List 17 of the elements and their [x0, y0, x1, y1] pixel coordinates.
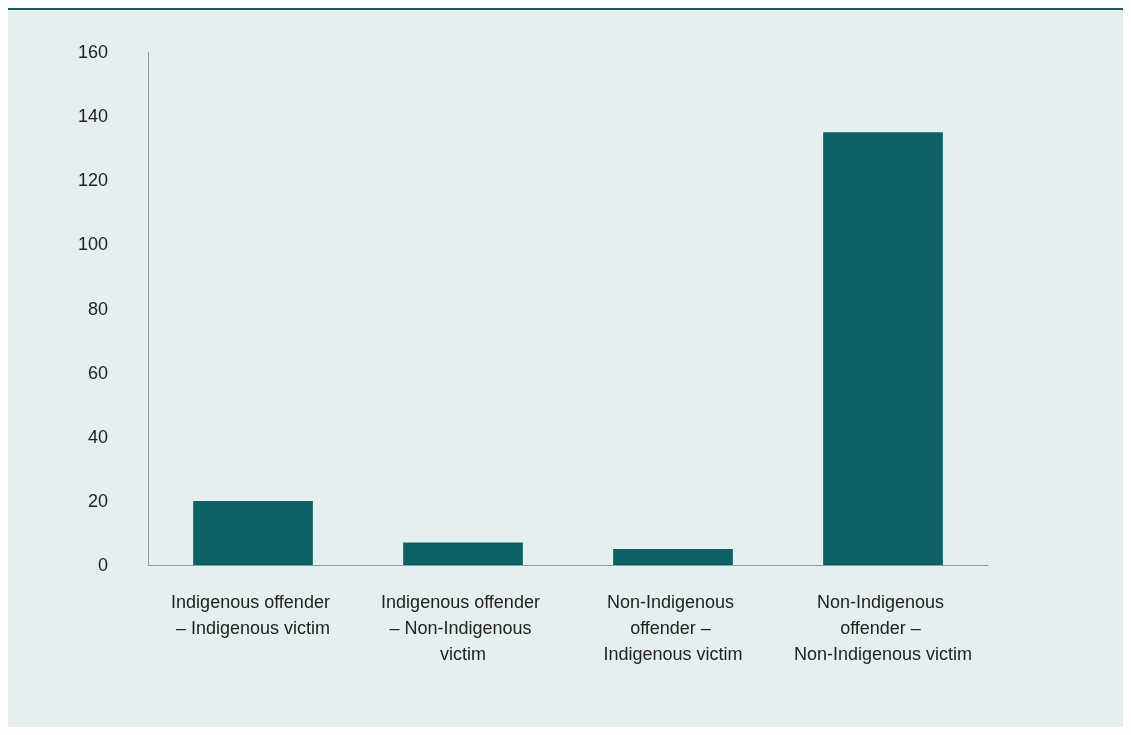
- y-tick-label: 0: [97, 555, 108, 575]
- x-tick-label: Non-Indigenous offender – Non-Indigenous victim: [793, 592, 973, 664]
- y-tick-label: 120: [77, 170, 108, 191]
- y-tick-label: 40: [87, 426, 108, 447]
- bar: [403, 542, 523, 565]
- x-tick-label: Indigenous offender – Non-Indigenous victim: [381, 592, 545, 664]
- bar: [193, 500, 313, 565]
- x-tick-label: Non-Indigenous offender – Indigenous victim: [603, 592, 743, 664]
- y-tick-label: 100: [77, 234, 108, 255]
- y-tick-label: 160: [77, 42, 108, 62]
- y-tick-label: 80: [87, 298, 108, 319]
- y-tick-label: 60: [87, 362, 108, 383]
- x-tick-label: Indigenous offender – Indigenous victim: [171, 592, 335, 638]
- bar: [613, 548, 733, 565]
- y-tick-label: 20: [87, 490, 108, 511]
- bar: [823, 132, 943, 565]
- y-tick-label: 140: [77, 106, 108, 127]
